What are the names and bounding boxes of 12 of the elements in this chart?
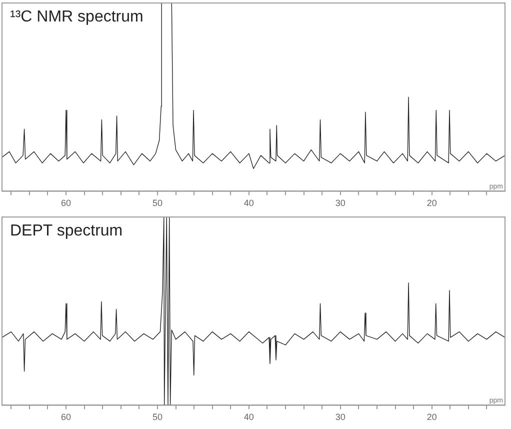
x-tick-label: 40 — [244, 412, 254, 422]
x-tick-label: 60 — [61, 198, 72, 208]
x-tick-label: 40 — [244, 198, 254, 208]
x-tick-label: 30 — [335, 412, 346, 422]
x-tick-label: 50 — [152, 198, 162, 208]
chart-title: ¹³C NMR spectrum — [10, 8, 144, 26]
x-tick-label: 30 — [335, 198, 346, 208]
x-tick-label: 20 — [426, 198, 437, 208]
x-tick-label: 60 — [61, 412, 72, 422]
x-tick-label: 20 — [426, 412, 437, 422]
chart-title: DEPT spectrum — [10, 222, 123, 240]
x-tick-label: 50 — [152, 412, 162, 422]
